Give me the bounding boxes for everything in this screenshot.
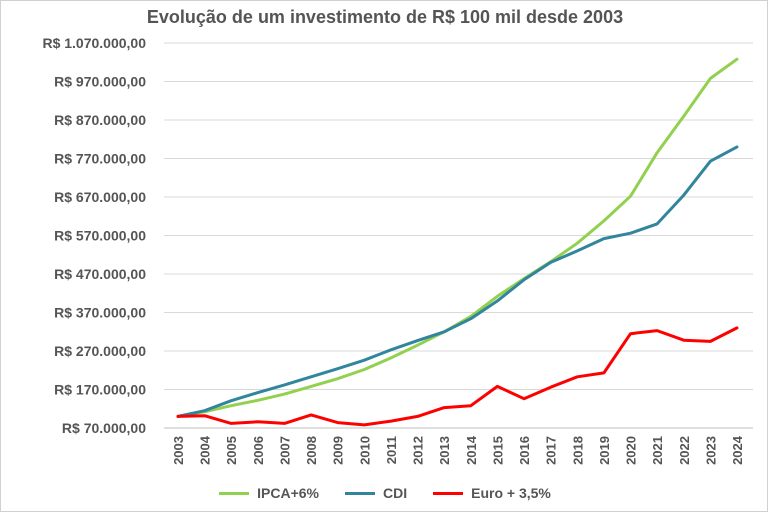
x-tick-label: 2017: [544, 436, 559, 465]
series-line-2: [176, 326, 739, 427]
legend-item-cdi: CDI: [344, 485, 408, 501]
y-tick-label: R$ 70.000,00: [62, 420, 146, 436]
x-tick-label: 2023: [703, 436, 718, 465]
y-tick-label: R$ 170.000,00: [54, 382, 146, 398]
legend-label-cdi: CDI: [382, 485, 408, 501]
x-axis-ticks: 2003 2004 2005 2006 2007 2008 2009 2010 2011 2012…: [171, 435, 745, 465]
x-tick-label: 2005: [224, 436, 239, 465]
y-axis-ticks: R$ 70.000,00 R$ 170.000,00 R$ 270.000,00 R$…: [42, 35, 146, 436]
y-tick-label: R$ 270.000,00: [54, 343, 146, 359]
x-tick-label: 2004: [198, 435, 213, 465]
y-tick-label: R$ 870.000,00: [54, 112, 146, 128]
series-line-1: [176, 145, 739, 418]
x-tick-label: 2016: [517, 436, 532, 465]
legend-swatch-cdi: [344, 491, 375, 495]
series-line-0: [176, 57, 739, 418]
x-tick-label: 2018: [570, 436, 585, 465]
chart-title: Evolução de um investimento de R$ 100 mi…: [146, 7, 624, 27]
legend-label-euro: Euro + 3,5%: [471, 485, 551, 501]
x-tick-label: 2022: [677, 436, 692, 465]
legend: IPCA+6% CDI Euro + 3,5%: [1, 485, 768, 501]
x-tick-label: 2012: [411, 436, 426, 465]
x-tick-label: 2006: [251, 436, 266, 465]
y-tick-label: R$ 970.000,00: [54, 74, 146, 90]
y-tick-label: R$ 570.000,00: [54, 228, 146, 244]
y-tick-label: R$ 370.000,00: [54, 305, 146, 321]
x-tick-label: 2010: [357, 436, 372, 465]
y-tick-label: R$ 770.000,00: [54, 151, 146, 167]
legend-label-ipca: IPCA+6%: [257, 485, 319, 501]
x-tick-label: 2024: [730, 435, 745, 465]
x-tick-label: 2011: [384, 436, 399, 464]
x-tick-label: 2007: [277, 436, 292, 465]
x-tick-label: 2020: [624, 436, 639, 465]
legend-swatch-euro: [433, 491, 464, 495]
x-tick-label: 2013: [437, 436, 452, 465]
x-tick-label: 2014: [464, 435, 479, 465]
x-tick-label: 2008: [304, 436, 319, 465]
y-tick-label: R$ 1.070.000,00: [42, 35, 146, 51]
legend-item-euro: Euro + 3,5%: [433, 485, 551, 501]
x-tick-label: 2021: [650, 436, 665, 465]
y-tick-label: R$ 670.000,00: [54, 189, 146, 205]
x-tick-label: 2003: [171, 436, 186, 465]
x-tick-label: 2019: [597, 436, 612, 465]
legend-swatch-ipca: [219, 491, 250, 495]
x-tick-label: 2015: [490, 436, 505, 465]
series-lines: [176, 57, 739, 427]
y-tick-label: R$ 470.000,00: [54, 266, 146, 282]
x-tick-label: 2009: [331, 436, 346, 465]
legend-item-ipca: IPCA+6%: [219, 485, 319, 501]
